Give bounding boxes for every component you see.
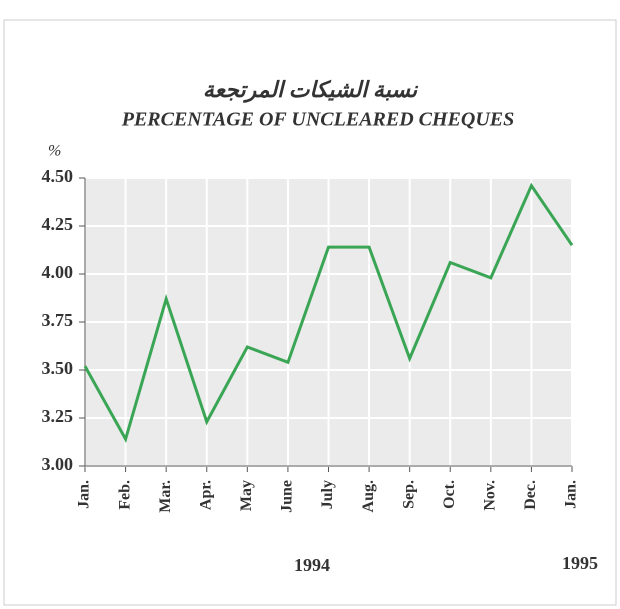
y-tick-label: 4.25 xyxy=(42,214,74,234)
x-tick-label: May xyxy=(238,480,255,511)
y-tick-label: 4.50 xyxy=(42,166,74,186)
y-tick-label: 3.25 xyxy=(42,406,74,426)
data-line xyxy=(83,182,574,443)
x-tick-label: Jan. xyxy=(76,480,93,509)
y-axis-label: % xyxy=(48,143,61,160)
x-tick-label: Jan. xyxy=(563,480,580,509)
y-tick-label: 3.50 xyxy=(42,358,74,378)
x-tick-label: Mar. xyxy=(157,480,174,513)
x-tick-label: Aug. xyxy=(360,480,377,512)
y-tick-label: 3.75 xyxy=(42,310,74,330)
y-tick-label: 3.00 xyxy=(42,454,74,474)
x-tick-label: July xyxy=(319,480,336,509)
chart-title: نسبة الشيكات المرتجعة xyxy=(203,77,419,103)
y-tick-label: 4.00 xyxy=(42,262,74,282)
annotation: 1995 xyxy=(562,553,598,573)
x-tick-label: Nov. xyxy=(482,480,499,511)
x-tick-label: Dec. xyxy=(522,480,539,510)
annotation: 1994 xyxy=(294,555,330,575)
chart-subtitle: PERCENTAGE OF UNCLEARED CHEQUES xyxy=(121,109,515,131)
x-tick-label: Feb. xyxy=(116,480,133,510)
x-tick-label: Oct. xyxy=(441,480,458,509)
x-tick-label: Sep. xyxy=(400,480,417,509)
x-tick-label: Apr. xyxy=(197,480,214,510)
x-tick-label: June xyxy=(279,480,296,513)
